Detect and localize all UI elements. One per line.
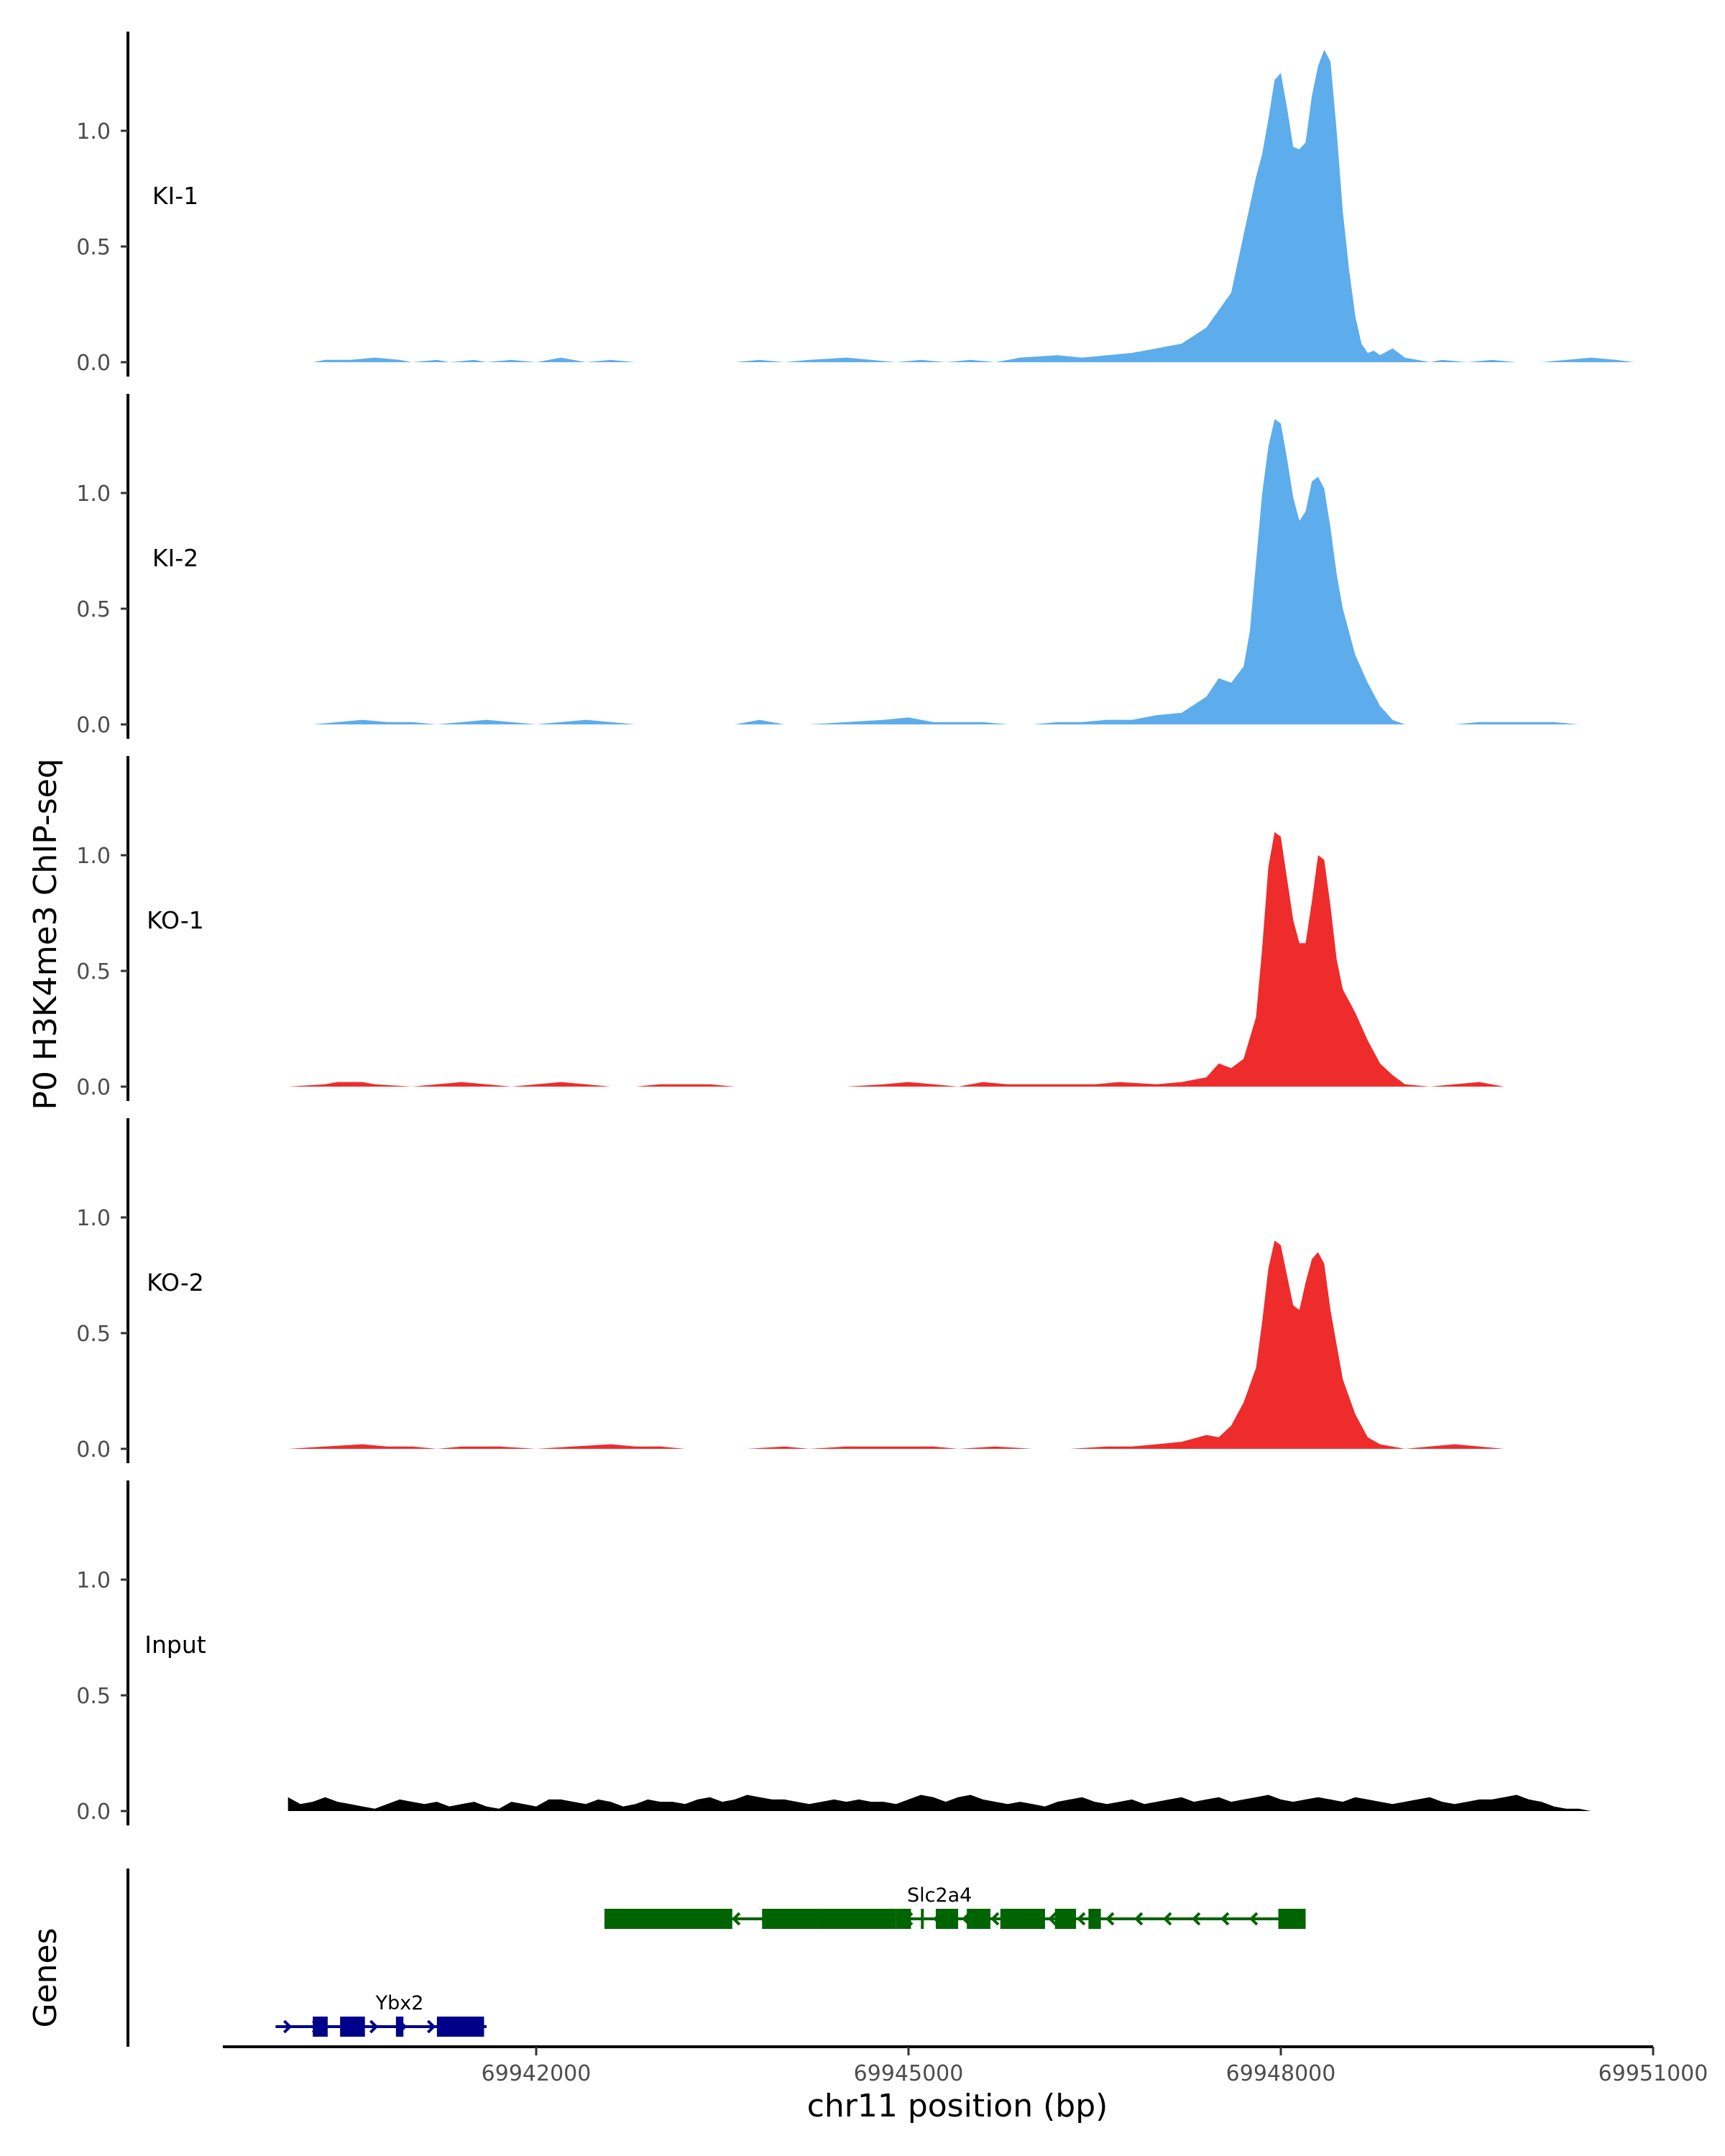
signal-area-ki-2 bbox=[288, 419, 1616, 724]
gene-name-label: Ybx2 bbox=[375, 1992, 424, 2014]
gene-exon bbox=[935, 1909, 959, 1929]
signal-area-ki-1 bbox=[313, 50, 1635, 363]
gene-exon bbox=[1088, 1909, 1101, 1929]
gene-exon bbox=[1278, 1909, 1306, 1929]
gene-exon bbox=[604, 1909, 732, 1929]
signal-area-ko-2 bbox=[288, 1240, 1504, 1449]
y-tick-label: 1.0 bbox=[76, 1206, 111, 1231]
strand-arrow bbox=[282, 2019, 293, 2034]
x-axis-title: chr11 position (bp) bbox=[807, 2088, 1108, 2124]
strand-arrow bbox=[990, 1912, 1000, 1926]
y-tick-label: 0.0 bbox=[76, 1075, 111, 1100]
gene-exon bbox=[395, 2017, 404, 2037]
track-ko-1: 0.0 0.5 1.0 KO-1 bbox=[76, 756, 1504, 1101]
y-tick-label: 1.0 bbox=[76, 119, 111, 144]
x-tick-label: 69942000 bbox=[482, 2061, 592, 2086]
y-tick-label: 0.5 bbox=[76, 597, 111, 622]
x-tick-label: 69945000 bbox=[854, 2061, 964, 2086]
y-tick-label: 0.5 bbox=[76, 959, 111, 985]
strand-arrow bbox=[1077, 1912, 1086, 1926]
strand-arrow bbox=[369, 2019, 379, 2034]
signal-area-ko-1 bbox=[288, 831, 1504, 1087]
track-label: KO-2 bbox=[147, 1268, 204, 1296]
y-tick-label: 0.5 bbox=[76, 1322, 111, 1347]
gene-slc2a4: Slc2a4 bbox=[604, 1884, 1306, 1929]
gene-exon bbox=[762, 1909, 818, 1929]
gene-exon bbox=[896, 1909, 911, 1929]
track-ki-1: 0.0 0.5 1.0 KI-1 bbox=[76, 32, 1635, 377]
gene-exon bbox=[967, 1909, 990, 1929]
track-label: Input bbox=[144, 1631, 206, 1659]
gene-name-label: Slc2a4 bbox=[907, 1884, 972, 1907]
y-tick-label: 1.0 bbox=[76, 482, 111, 507]
gene-exon bbox=[817, 1909, 896, 1929]
y-tick-label: 0.0 bbox=[76, 1800, 111, 1825]
track-panels: 0.00.51.0KI-10.00.51.0KI-20.00.51.0KO-10… bbox=[76, 32, 1635, 1825]
y-tick-label: 0.5 bbox=[76, 235, 111, 260]
strand-arrow bbox=[1249, 1912, 1259, 1926]
strand-arrow bbox=[1134, 1912, 1144, 1926]
gene-exon bbox=[921, 1909, 924, 1929]
gene-exon bbox=[313, 2017, 328, 2037]
strand-arrow bbox=[1048, 1912, 1057, 1926]
genes-axis-title: Genes bbox=[27, 1927, 64, 2027]
y-axis-title: P0 H3K4me3 ChIP-seq bbox=[27, 758, 64, 1110]
track-ko-2: 0.0 0.5 1.0 KO-2 bbox=[76, 1118, 1504, 1463]
y-tick-label: 1.0 bbox=[76, 844, 111, 869]
track-input: 0.0 0.5 1.0 Input bbox=[76, 1480, 1591, 1825]
track-label: KI-2 bbox=[152, 544, 198, 572]
signal-area-input bbox=[288, 1795, 1591, 1811]
track-label: KI-1 bbox=[152, 182, 198, 210]
y-tick-label: 1.0 bbox=[76, 1568, 111, 1593]
x-tick-label: 69951000 bbox=[1598, 2061, 1708, 2086]
track-label: KO-1 bbox=[147, 906, 204, 934]
gene-ybx2: Ybx2 bbox=[275, 1992, 487, 2037]
strand-arrow bbox=[426, 2019, 436, 2034]
y-tick-label: 0.5 bbox=[76, 1684, 111, 1709]
strand-arrow bbox=[1105, 1912, 1115, 1926]
y-tick-label: 0.0 bbox=[76, 713, 111, 738]
x-tick-label: 69948000 bbox=[1226, 2061, 1336, 2086]
y-tick-label: 0.0 bbox=[76, 1437, 111, 1462]
gene-exon bbox=[340, 2017, 365, 2037]
strand-arrow bbox=[1220, 1912, 1230, 1926]
track-ki-2: 0.0 0.5 1.0 KI-2 bbox=[76, 394, 1616, 739]
strand-arrow bbox=[1163, 1912, 1172, 1926]
gene-exon bbox=[1054, 1909, 1077, 1929]
strand-arrow bbox=[732, 1912, 741, 1926]
x-axis: 69942000 69945000 69948000 69951000 bbox=[223, 2045, 1708, 2086]
strand-arrow bbox=[1192, 1912, 1201, 1926]
gene-exon bbox=[1000, 1909, 1045, 1929]
gene-exon bbox=[436, 2017, 484, 2037]
y-tick-label: 0.0 bbox=[76, 351, 111, 376]
gene-panel: Ybx2 Slc2a4 bbox=[126, 1869, 1306, 2047]
